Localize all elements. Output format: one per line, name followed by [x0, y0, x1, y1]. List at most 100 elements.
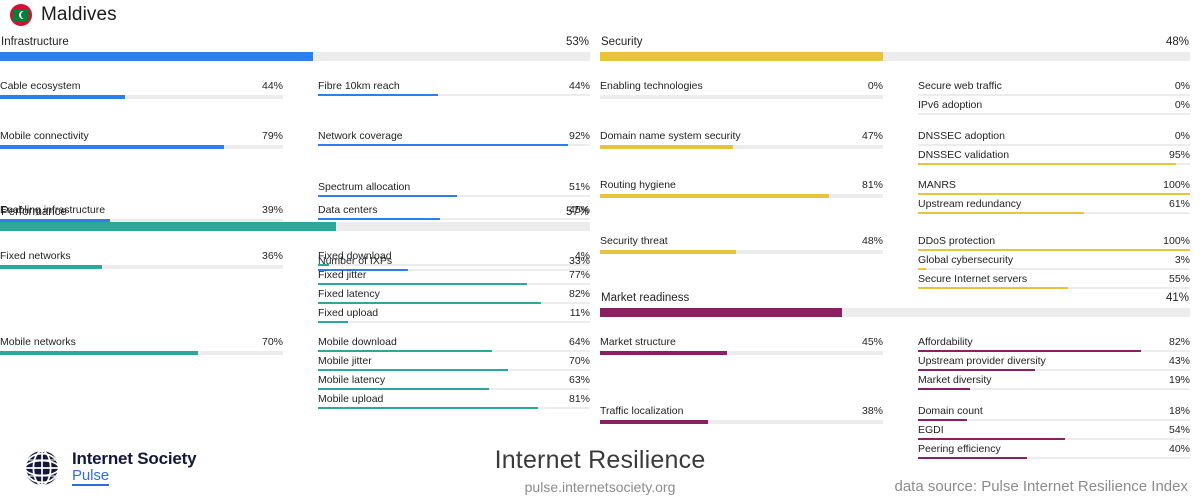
metric-value: 40% [1168, 443, 1190, 455]
subcategory-label: Fixed networks [0, 250, 71, 262]
metric-value: 81% [568, 393, 590, 405]
pillar-market-readiness[interactable]: Market readiness 41% [600, 292, 1190, 317]
footer-center: Internet Resilience pulse.internetsociet… [400, 446, 800, 495]
metric-track [918, 287, 1190, 289]
metric-row[interactable]: Upstream redundancy 61% [918, 198, 1190, 214]
metric-row[interactable]: Fixed jitter 77% [318, 269, 590, 285]
metric-row[interactable]: Mobile jitter 70% [318, 355, 590, 371]
resilience-board: Infrastructure 53% Cable ecosystem 44% Fibre… [0, 36, 1200, 459]
pillar-value: 57% [565, 206, 589, 218]
page-title: Maldives [41, 4, 117, 25]
metric-row[interactable]: Fixed latency 82% [318, 288, 590, 304]
subcategory-label: Cable ecosystem [0, 80, 81, 92]
metric-fill [318, 195, 457, 197]
metric-row[interactable]: Market diversity 19% [918, 374, 1190, 390]
subcategory-fill [0, 145, 224, 149]
logo-primary-text: Internet Society [72, 448, 197, 468]
metric-row[interactable]: MANRS 100% [918, 179, 1190, 195]
internet-society-logo[interactable]: Internet Society Pulse [22, 448, 197, 488]
metric-row[interactable]: Mobile latency 63% [318, 374, 590, 390]
subcategory-row[interactable]: Enabling infrastructure 39% [0, 204, 283, 223]
metric-label: Peering efficiency [918, 443, 1001, 455]
metric-fill [318, 388, 490, 390]
metric-track [918, 388, 1190, 390]
metric-value: 19% [1168, 374, 1190, 386]
metric-row[interactable]: Fixed download 4% [318, 250, 590, 266]
metric-fill [318, 264, 329, 266]
logo-secondary-text: Pulse [72, 467, 109, 487]
metric-track [318, 321, 590, 323]
pillar-infrastructure[interactable]: Infrastructure 53% [0, 36, 590, 61]
metric-row[interactable]: DNSSEC adoption 0% [918, 130, 1190, 146]
metric-value: 64% [568, 336, 590, 348]
metric-row[interactable]: IPv6 adoption 0% [918, 99, 1190, 115]
subcategory-track [600, 420, 883, 424]
metric-row[interactable]: Fixed upload 11% [318, 307, 590, 323]
subcategory-row[interactable]: Routing hygiene 81% [600, 179, 883, 198]
subcategory-label: Security threat [600, 235, 668, 247]
metric-row[interactable]: Mobile download 64% [318, 336, 590, 352]
subcategory-value: 48% [861, 235, 883, 247]
metric-row[interactable]: Upstream provider diversity 43% [918, 355, 1190, 371]
metric-track [318, 388, 590, 390]
metric-row[interactable]: Affordability 82% [918, 336, 1190, 352]
metric-row[interactable]: Secure Internet servers 55% [918, 273, 1190, 289]
subcategory-row[interactable]: Cable ecosystem 44% [0, 80, 283, 99]
metric-value: 70% [568, 355, 590, 367]
metric-value: 100% [1163, 235, 1190, 247]
metric-row[interactable]: EGDI 54% [918, 424, 1190, 440]
metric-value: 54% [1168, 424, 1190, 436]
subcategory-label: Domain name system security [600, 130, 741, 142]
metric-row[interactable]: Spectrum allocation 51% [318, 181, 590, 197]
metric-row[interactable]: DDoS protection 100% [918, 235, 1190, 251]
subcategory-row[interactable]: Enabling technologies 0% [600, 80, 883, 99]
metric-value: 0% [1174, 130, 1190, 142]
metric-value: 77% [568, 269, 590, 281]
metric-value: 3% [1174, 254, 1190, 266]
globe-icon [24, 450, 60, 486]
subcategory-fill [600, 145, 733, 149]
page-footer: Internet Society Pulse Internet Resilien… [0, 440, 1200, 504]
metric-row[interactable]: Domain count 18% [918, 405, 1190, 421]
metric-row[interactable]: Mobile upload 81% [318, 393, 590, 409]
pillar-track [600, 308, 1190, 317]
metric-row[interactable]: Data centers 45% [318, 204, 590, 220]
metric-value: 43% [1168, 355, 1190, 367]
subcategory-row[interactable]: Mobile networks 70% [0, 336, 283, 355]
metric-fill [918, 457, 1027, 459]
metric-row[interactable]: Global cybersecurity 3% [918, 254, 1190, 270]
subcategory-row[interactable]: Security threat 48% [600, 235, 883, 254]
metric-label: EGDI [918, 424, 944, 436]
subcategory-row[interactable]: Mobile connectivity 79% [0, 130, 283, 149]
metric-fill [318, 269, 408, 271]
metric-track [318, 195, 590, 197]
pillar-security[interactable]: Security 48% [600, 36, 1190, 61]
subcategory-row[interactable]: Market structure 45% [600, 336, 883, 355]
metric-track [918, 350, 1190, 352]
left-column: Infrastructure 53% Cable ecosystem 44% Fibre… [0, 36, 590, 436]
pillar-performance[interactable]: Performance 57% [0, 206, 590, 231]
metric-row[interactable]: Network coverage 92% [318, 130, 590, 146]
metric-label: Spectrum allocation [318, 181, 411, 193]
metric-label: Mobile latency [318, 374, 386, 386]
metric-track [918, 249, 1190, 251]
subcategory-value: 0% [867, 80, 883, 92]
metric-fill [318, 94, 438, 96]
subcategory-track [0, 95, 283, 99]
subcategory-value: 44% [261, 80, 283, 92]
metric-row[interactable]: Peering efficiency 40% [918, 443, 1190, 459]
metric-track [318, 302, 590, 304]
subcategory-row[interactable]: Fixed networks 36% [0, 250, 283, 269]
metric-value: 92% [568, 130, 590, 142]
subcategory-track [600, 351, 883, 355]
metric-row[interactable]: DNSSEC validation 95% [918, 149, 1190, 165]
footer-url[interactable]: pulse.internetsociety.org [524, 479, 676, 495]
subcategory-fill [600, 351, 728, 355]
subcategory-row[interactable]: Traffic localization 38% [600, 405, 883, 424]
pillar-track [0, 222, 590, 231]
metric-row[interactable]: Fibre 10km reach 44% [318, 80, 590, 96]
metric-row[interactable]: Secure web traffic 0% [918, 80, 1190, 96]
subcategory-row[interactable]: Domain name system security 47% [600, 130, 883, 149]
metric-track [318, 269, 590, 271]
subcategory-fill [0, 95, 125, 99]
